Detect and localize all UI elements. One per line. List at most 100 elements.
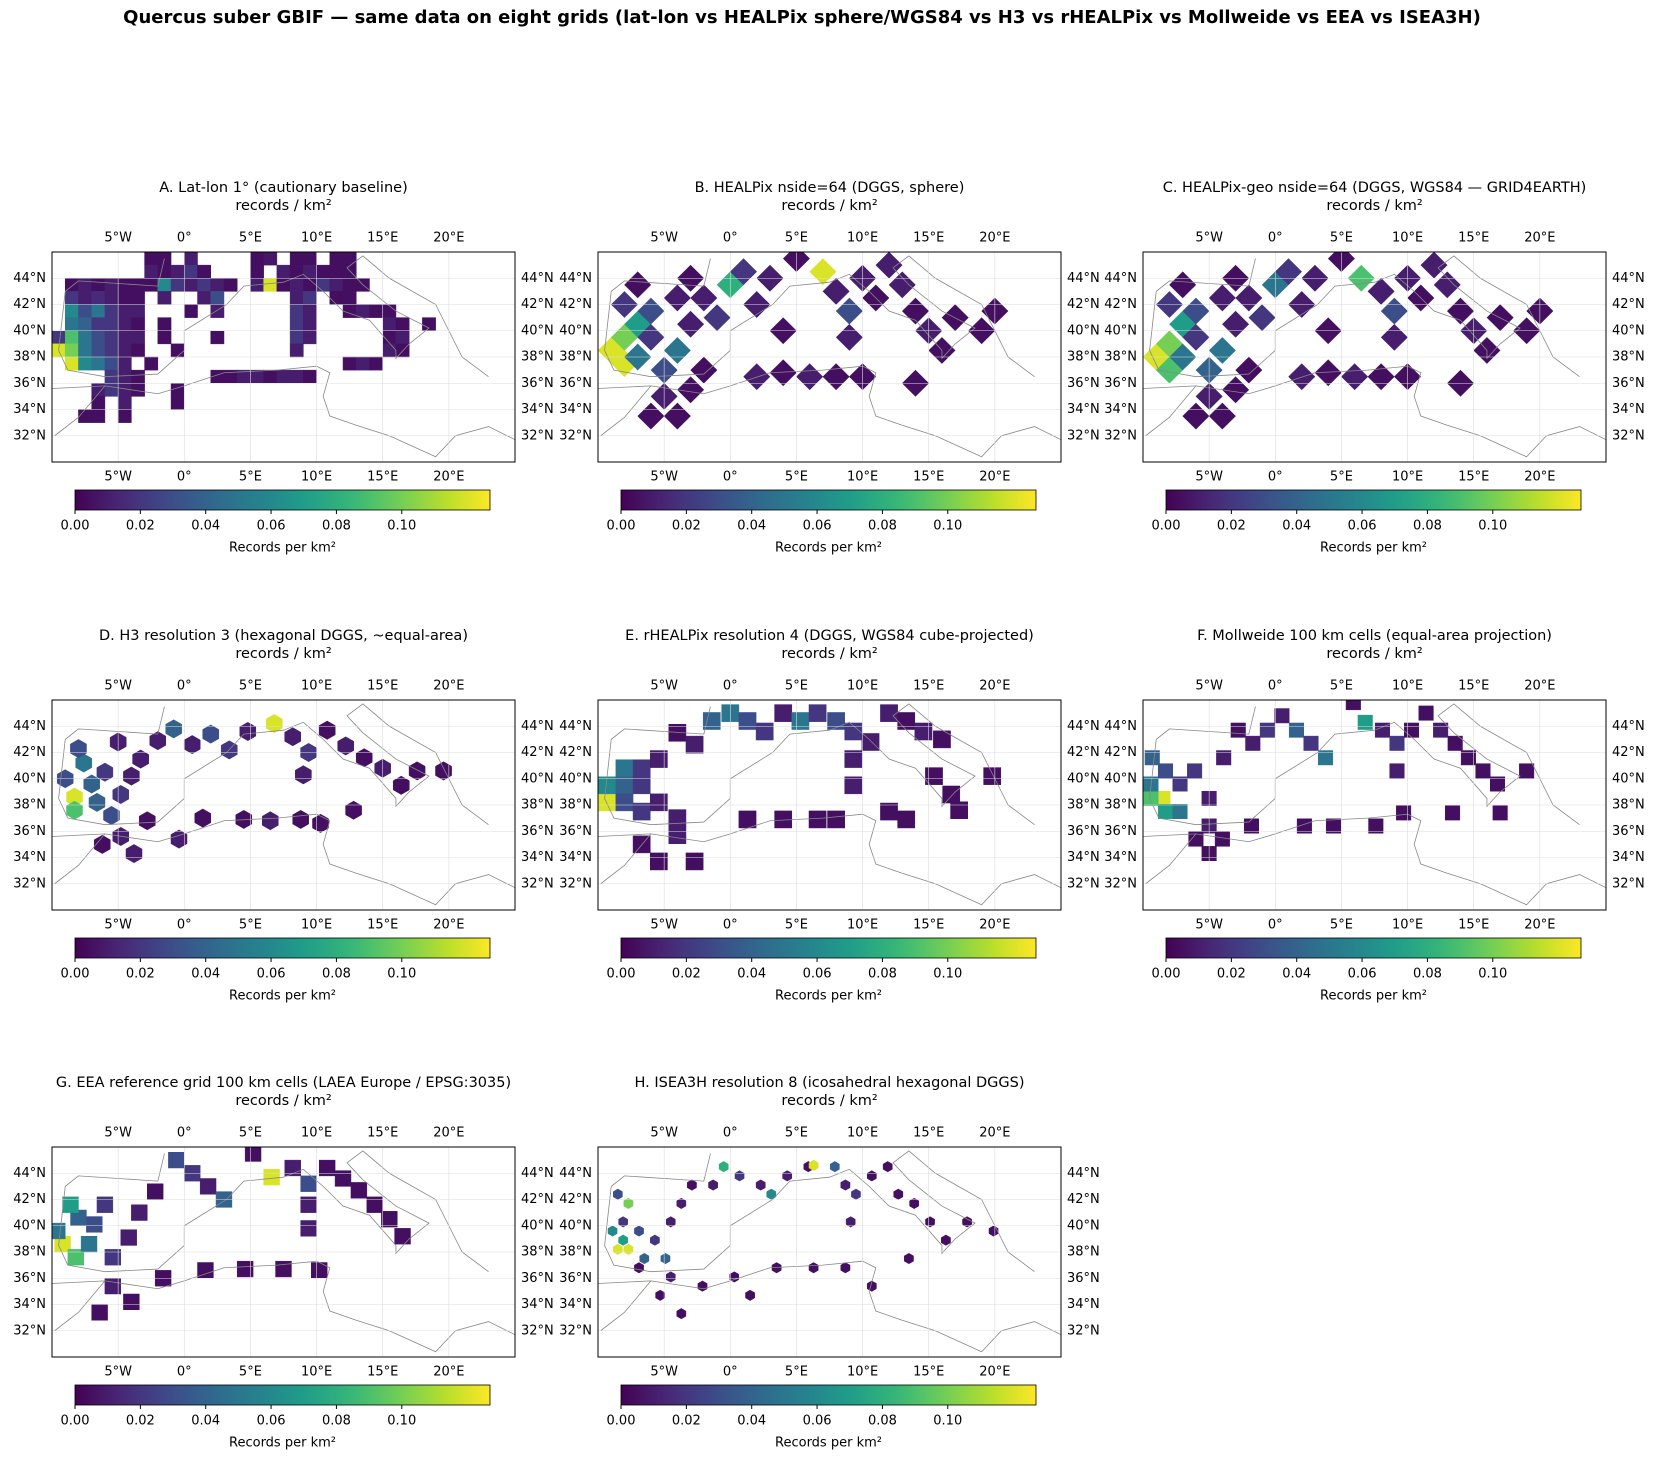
colorbar-tick-label: 0.08	[1413, 967, 1442, 982]
x-tick-label: 5°W	[104, 1365, 132, 1380]
y-tick-label: 32°N	[1612, 428, 1645, 443]
grid-cell	[655, 1289, 666, 1301]
grid-cell	[183, 735, 201, 755]
x-tick-label: 5°E	[1330, 679, 1353, 694]
colorbar-label: Records per km²	[229, 989, 336, 1004]
grid-cell	[1389, 735, 1405, 751]
colorbar-tick-label: 0.04	[1282, 967, 1311, 982]
grid-cell	[844, 722, 863, 741]
grid-cell	[250, 252, 264, 266]
grid-cell	[663, 284, 691, 312]
y-tick-label: 32°N	[559, 876, 592, 891]
y-tick-label: 40°N	[13, 1218, 46, 1233]
colorbar	[620, 1384, 1037, 1406]
panel-title: F. Mollweide 100 km cells (equal-area pr…	[1197, 628, 1552, 644]
grid-cell	[632, 776, 651, 795]
y-tick-label: 42°N	[1104, 745, 1137, 760]
y-tick-label: 40°N	[521, 323, 554, 338]
x-tick-label: 5°W	[650, 470, 678, 485]
grid-cell	[83, 774, 100, 794]
y-tick-label: 36°N	[521, 824, 554, 839]
y-tick-label: 44°N	[559, 271, 592, 286]
grid-cell	[289, 330, 304, 345]
grid-cell	[64, 317, 79, 331]
y-tick-label: 42°N	[559, 745, 592, 760]
x-tick-label: 5°E	[239, 918, 262, 933]
colorbar-tick-label: 0.04	[191, 967, 220, 982]
y-tick-label: 38°N	[559, 350, 592, 365]
grid-cell	[1288, 722, 1304, 738]
x-tick-label: 10°E	[847, 1126, 878, 1141]
x-tick-label: 5°E	[239, 470, 262, 485]
grid-cell	[197, 264, 211, 279]
y-tick-label: 42°N	[13, 745, 46, 760]
grid-cell	[250, 264, 264, 279]
grid-cell	[1222, 310, 1250, 338]
grid-cell	[1230, 722, 1246, 738]
map-frame	[1142, 251, 1607, 463]
grid-cell	[904, 1253, 914, 1265]
grid-cell	[1187, 763, 1203, 779]
grid-cell	[435, 761, 452, 781]
grid-cell	[615, 793, 634, 812]
grid-cell	[250, 369, 264, 384]
grid-cell	[263, 369, 278, 384]
x-tick-label: 5°W	[104, 231, 132, 246]
x-tick-label: 0°	[1268, 470, 1283, 485]
grid-cell	[618, 1234, 628, 1246]
x-tick-label: 20°E	[979, 679, 1010, 694]
y-tick-label: 44°N	[521, 271, 554, 286]
y-tick-label: 34°N	[1067, 850, 1100, 865]
x-tick-label: 0°	[177, 470, 192, 485]
y-tick-label: 44°N	[13, 1166, 46, 1181]
x-tick-label: 5°E	[785, 918, 808, 933]
grid-cell	[893, 1188, 904, 1200]
y-tick-label: 38°N	[13, 798, 46, 813]
grid-cell	[64, 330, 79, 345]
grid-cell	[668, 826, 687, 844]
grid-cell	[131, 1204, 148, 1221]
y-tick-label: 40°N	[13, 323, 46, 338]
x-tick-label: 10°E	[301, 918, 332, 933]
grid-cell	[1182, 402, 1210, 430]
grid-cell	[210, 291, 225, 305]
y-tick-label: 40°N	[13, 771, 46, 786]
grid-cell	[67, 1249, 84, 1266]
grid-cell	[303, 369, 317, 384]
grid-cell	[738, 810, 757, 829]
map-panel	[598, 1147, 1061, 1357]
y-tick-label: 38°N	[521, 798, 554, 813]
y-tick-label: 42°N	[559, 297, 592, 312]
y-tick-label: 36°N	[13, 376, 46, 391]
grid-cell	[96, 1196, 114, 1213]
colorbar-tick-label: 0.04	[737, 1414, 766, 1429]
y-tick-label: 32°N	[521, 876, 554, 891]
map-panel	[1143, 252, 1606, 462]
grid-cell	[1314, 359, 1342, 387]
x-tick-label: 0°	[177, 1126, 192, 1141]
grid-cell	[117, 343, 132, 358]
coastline	[598, 365, 1061, 458]
grid-cell	[104, 330, 119, 345]
y-tick-label: 44°N	[559, 719, 592, 734]
grid-cell	[782, 1170, 793, 1182]
colorbar-tick-label: 0.06	[1348, 519, 1377, 534]
grid-cell	[168, 1152, 185, 1169]
grid-cell	[342, 278, 357, 292]
colorbar-tick-label: 0.02	[126, 1414, 155, 1429]
colorbar-tick-label: 0.08	[868, 967, 897, 982]
grid-cell	[866, 1170, 877, 1182]
y-tick-label: 36°N	[521, 376, 554, 391]
x-tick-label: 5°E	[239, 1365, 262, 1380]
grid-cell	[131, 317, 145, 331]
colorbar-tick-label: 0.02	[126, 967, 155, 982]
grid-cell	[897, 810, 916, 829]
grid-cell	[950, 801, 968, 820]
grid-cell	[613, 1188, 623, 1200]
y-tick-label: 34°N	[1067, 1297, 1100, 1312]
map-panel	[52, 252, 515, 462]
colorbar	[74, 489, 491, 511]
x-tick-label: 15°E	[1458, 231, 1489, 246]
colorbar-tick-label: 0.10	[387, 519, 416, 534]
y-tick-label: 44°N	[1104, 271, 1137, 286]
